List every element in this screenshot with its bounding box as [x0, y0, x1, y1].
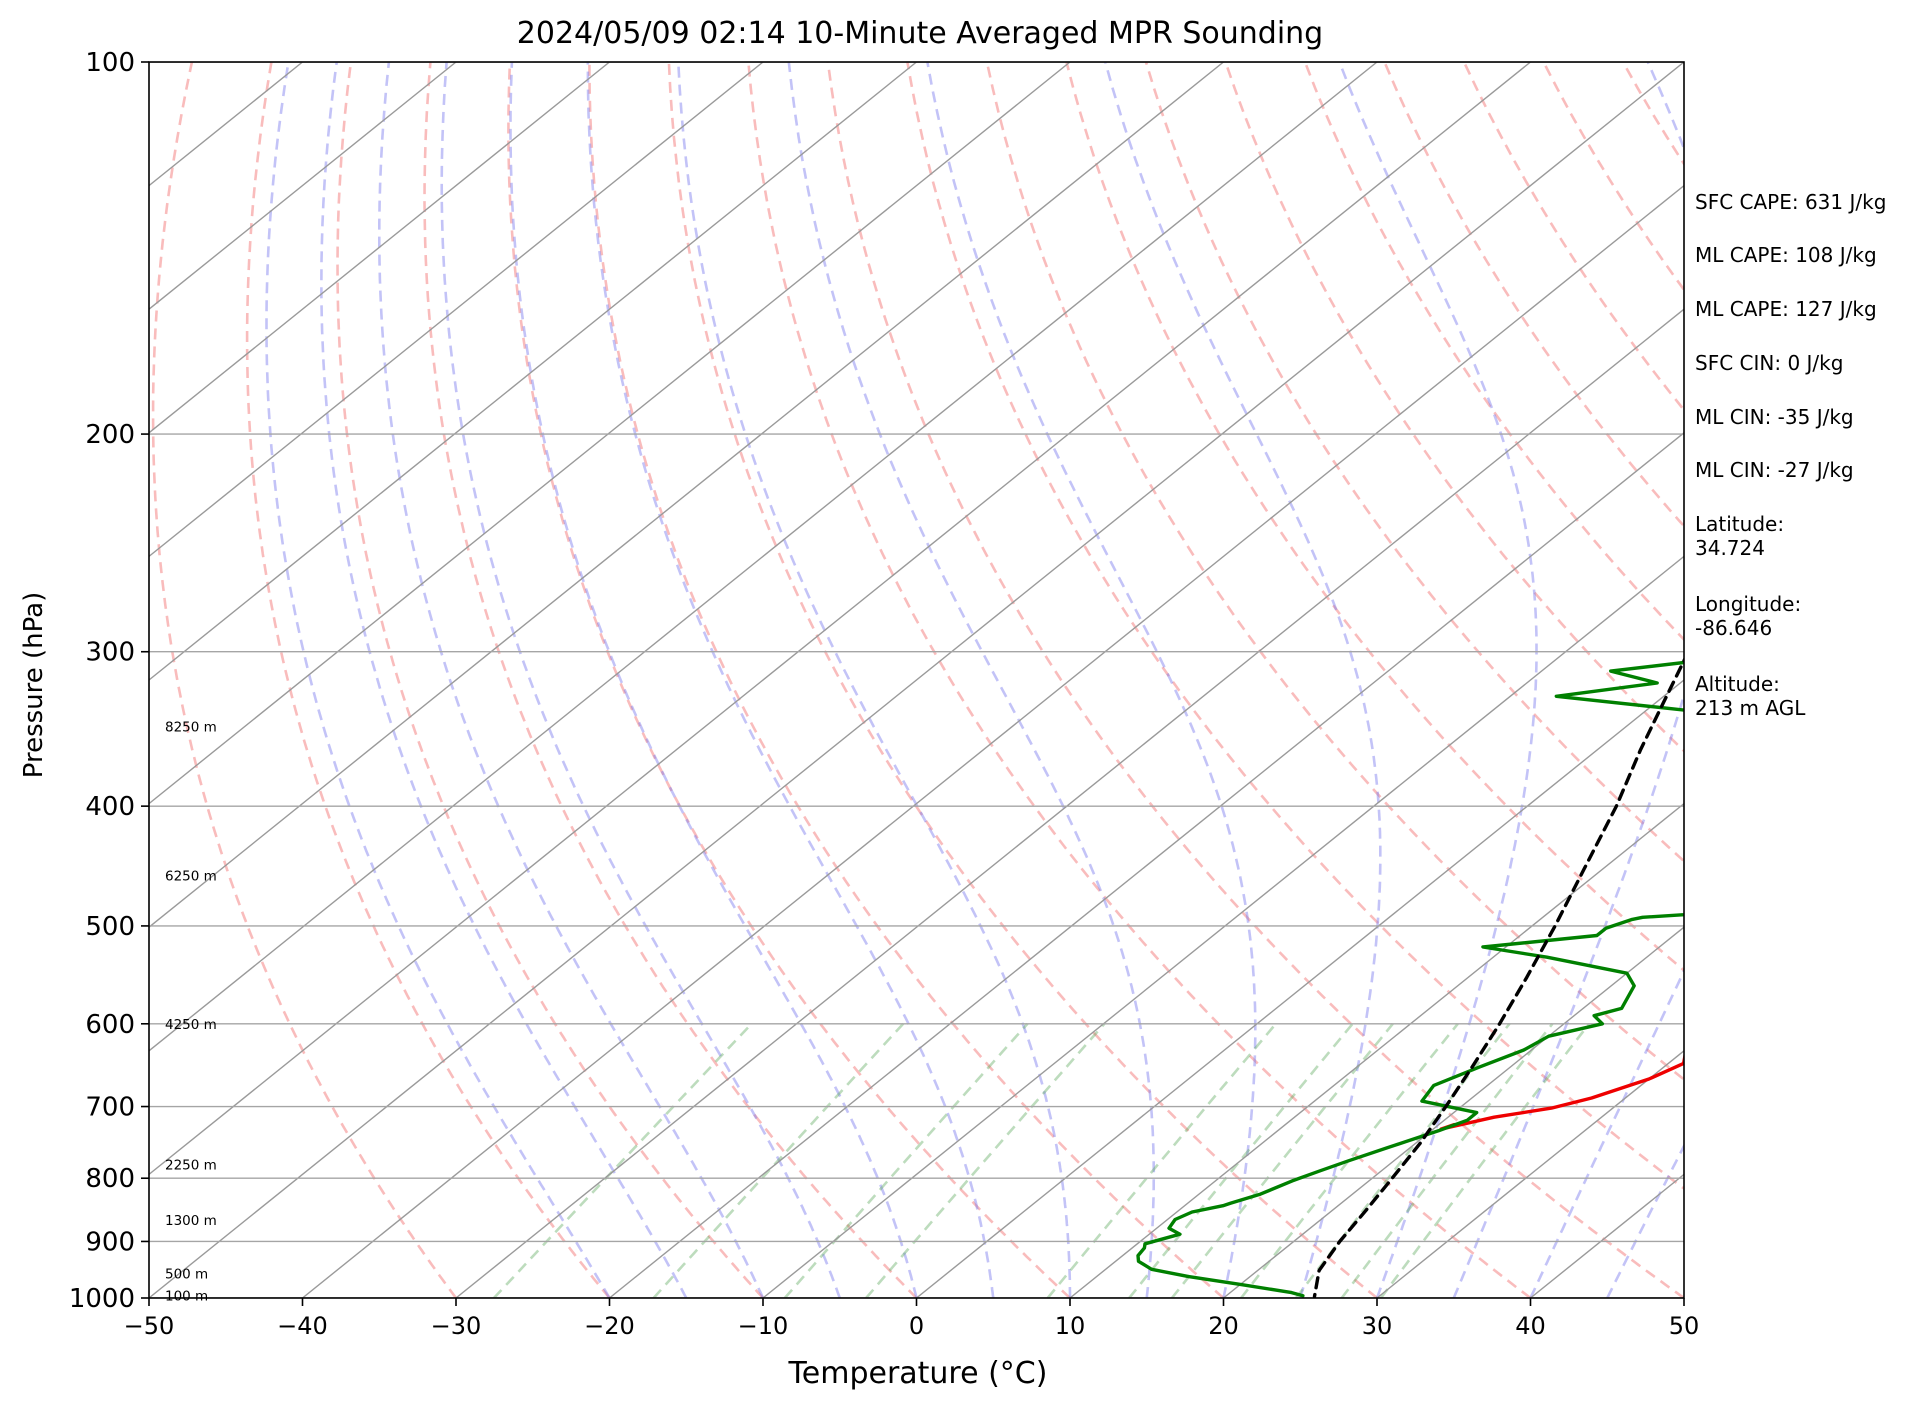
- height-label: 500 m: [165, 1266, 208, 1282]
- moist-adiabat-line: [1529, 967, 1684, 1298]
- moist-adiabat-line: [926, 62, 1257, 1298]
- moist-adiabat-line: [677, 62, 1072, 1298]
- dry-adiabat-line: [985, 62, 1684, 1082]
- dry-adiabat-line: [667, 62, 1378, 1298]
- dry-adiabat-line: [826, 62, 1684, 1298]
- x-tick-label: −30: [431, 1312, 482, 1340]
- moist-adiabat-line: [1606, 1143, 1684, 1298]
- moist-adiabat-line: [586, 62, 995, 1298]
- isotherm-line: [455, 308, 1684, 1298]
- y-tick-label: 100: [85, 48, 135, 78]
- moist-adiabat-line: [787, 62, 1156, 1298]
- axis-ticks: −50 −40 −30 −20 −10 0 10 20 30 40 50 100 200 300 400 50…: [69, 48, 1699, 1340]
- dry-adiabat-line: [245, 62, 611, 1298]
- moist-adiabat-line: [440, 62, 842, 1298]
- mixing-ratio-line: [1340, 1022, 1554, 1298]
- mixing-ratio-line: [865, 1022, 1106, 1298]
- moist-adiabat-line: [1338, 62, 1538, 1298]
- profile-line: [1312, 656, 1684, 1298]
- sounding-profiles: [1136, 656, 1684, 1298]
- mixing-ratio-line: [783, 1022, 1029, 1298]
- y-tick-label: 300: [85, 638, 135, 668]
- isotherm-line: [1223, 926, 1684, 1298]
- sounding-stat: Altitude: 213 m AGL: [1695, 672, 1806, 720]
- isotherm-line: [609, 431, 1684, 1298]
- dry-adiabat-line: [1144, 62, 1684, 863]
- dry-adiabat-line: [1303, 62, 1684, 642]
- moist-adiabat-line: [378, 62, 765, 1298]
- height-label: 8250 m: [165, 720, 217, 736]
- y-tick-label: 500: [85, 912, 135, 942]
- sounding-stat: Longitude: -86.646: [1695, 592, 1802, 640]
- isotherm-line: [1376, 1049, 1684, 1298]
- height-label: 100 m: [165, 1288, 208, 1304]
- mixing-ratio-line: [1046, 1022, 1277, 1298]
- x-tick-label: 20: [1208, 1312, 1239, 1340]
- x-axis-label: Temperature (°C): [788, 1356, 1048, 1391]
- dry-adiabat-line: [906, 62, 1684, 1191]
- dry-adiabat-line: [588, 62, 1225, 1298]
- y-tick-label: 400: [85, 792, 135, 822]
- y-tick-label: 200: [85, 420, 135, 450]
- isotherm-line: [1069, 802, 1684, 1298]
- isotherm-line: [762, 555, 1684, 1298]
- x-tick-label: −10: [738, 1312, 789, 1340]
- sounding-stat: SFC CAPE: 631 J/kg: [1695, 190, 1887, 214]
- dry-adiabat-line: [507, 62, 1071, 1298]
- dry-adiabat-line: [747, 62, 1532, 1298]
- y-tick-label: 900: [85, 1227, 135, 1257]
- isotherm-line: [149, 62, 457, 311]
- isotherm-line: [149, 62, 1378, 1052]
- x-tick-label: 0: [909, 1312, 924, 1340]
- y-tick-label: 700: [85, 1093, 135, 1123]
- moist-adiabat-line: [320, 62, 688, 1298]
- profile-line: [1439, 1052, 1684, 1131]
- height-label: 1300 m: [165, 1213, 217, 1229]
- x-tick-label: −40: [277, 1312, 328, 1340]
- dry-adiabat-line: [1065, 62, 1684, 973]
- sounding-stat: SFC CIN: 0 J/kg: [1695, 351, 1844, 375]
- dry-adiabat-line: [336, 62, 764, 1298]
- x-tick-label: 40: [1515, 1312, 1546, 1340]
- isotherm-line: [149, 62, 1531, 1176]
- isotherm-line: [149, 62, 764, 558]
- moist-adiabat-line: [509, 62, 918, 1298]
- chart-title: 2024/05/09 02:14 10-Minute Averaged MPR …: [517, 16, 1323, 51]
- isotherm-line: [149, 62, 1224, 929]
- background-lines: [149, 62, 1684, 1298]
- isotherm-line: [149, 62, 1684, 1298]
- y-tick-label: 1000: [69, 1284, 135, 1314]
- sounding-stat: ML CAPE: 108 J/kg: [1695, 243, 1877, 267]
- x-tick-label: 50: [1669, 1312, 1700, 1340]
- sounding-stat: ML CIN: -27 J/kg: [1695, 458, 1854, 482]
- sounding-stat: ML CAPE: 127 J/kg: [1695, 297, 1877, 321]
- x-tick-label: −20: [584, 1312, 635, 1340]
- y-tick-label: 600: [85, 1010, 135, 1040]
- dry-adiabat-line: [1224, 62, 1684, 753]
- x-tick-label: 30: [1362, 1312, 1393, 1340]
- y-axis-label: Pressure (hPa): [19, 592, 49, 779]
- height-label: 2250 m: [165, 1158, 217, 1174]
- height-label: 6250 m: [165, 868, 217, 884]
- y-tick-label: 800: [85, 1164, 135, 1194]
- moist-adiabat-line: [1104, 62, 1382, 1298]
- isotherm-line: [149, 62, 917, 681]
- profile-line: [1136, 660, 1684, 1298]
- height-label: 4250 m: [165, 1017, 217, 1033]
- isotherm-line: [149, 62, 1071, 805]
- x-tick-label: 10: [1055, 1312, 1086, 1340]
- mixing-ratio-line: [652, 1022, 905, 1298]
- moist-adiabat-line: [265, 62, 611, 1298]
- dry-adiabat-line: [151, 62, 458, 1298]
- isotherm-line: [302, 184, 1684, 1298]
- sounding-stat: ML CIN: -35 J/kg: [1695, 405, 1854, 429]
- isotherm-line: [149, 62, 610, 434]
- mixing-ratio-line: [492, 1022, 753, 1298]
- isotherm-line: [916, 679, 1684, 1298]
- moist-adiabat-line: [1452, 62, 1684, 1298]
- sounding-stat: Latitude: 34.724: [1695, 512, 1785, 560]
- x-tick-label: −50: [124, 1312, 175, 1340]
